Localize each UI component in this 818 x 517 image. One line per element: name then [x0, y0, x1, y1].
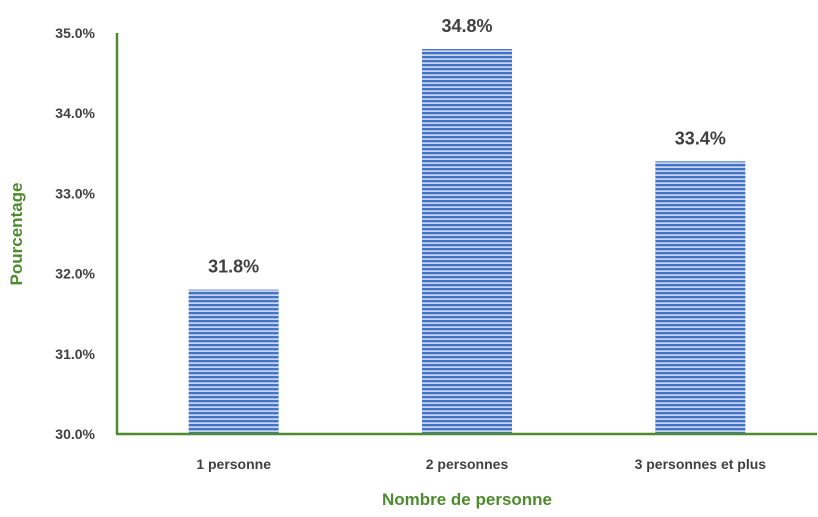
y-tick-label: 33.0%: [55, 185, 95, 201]
y-tick-label: 32.0%: [55, 266, 95, 282]
bar: [655, 161, 746, 434]
x-category-label: 2 personnes: [426, 456, 509, 472]
y-axis-title: Pourcentage: [7, 183, 26, 286]
y-tick-label: 35.0%: [55, 25, 95, 41]
y-tick-label: 30.0%: [55, 426, 95, 442]
x-axis-title: Nombre de personne: [382, 490, 552, 509]
data-label: 33.4%: [675, 128, 726, 148]
y-tick-label: 34.0%: [55, 105, 95, 121]
bar: [188, 289, 279, 434]
x-category-label: 1 personne: [196, 456, 271, 472]
y-tick-label: 31.0%: [55, 346, 95, 362]
data-label: 31.8%: [208, 257, 259, 277]
x-category-label: 3 personnes et plus: [635, 456, 767, 472]
bar: [422, 49, 512, 434]
data-label: 34.8%: [441, 16, 492, 36]
